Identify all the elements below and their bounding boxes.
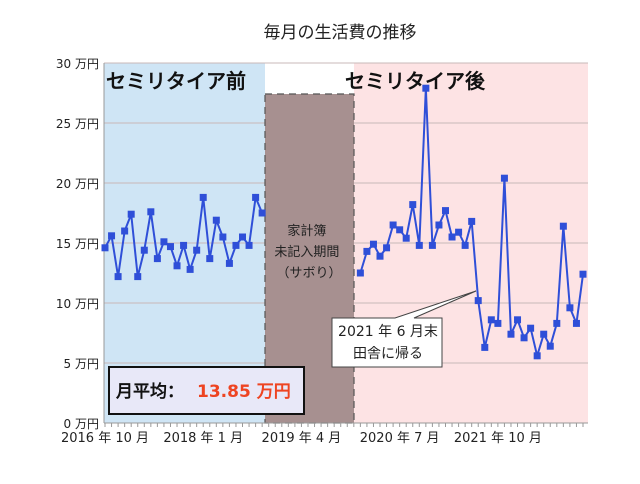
chart-title: 毎月の生活費の推移 [264,23,417,43]
y-tick-label: 20 万円 [56,177,99,191]
annotation-callout [331,290,477,368]
data-point [415,241,423,249]
data-point [448,233,456,241]
data-point [153,255,161,263]
data-point [219,233,227,241]
average-label: 月平均： [115,381,184,402]
data-point [559,222,567,230]
data-point [108,232,116,240]
data-point [533,352,541,360]
data-point [166,243,174,251]
data-point [121,227,129,235]
average-box [108,366,305,415]
data-point [225,259,233,267]
x-tick-label: 2018 年 1 月 [163,431,243,446]
data-point [422,84,430,92]
region-label-after: セミリタイア後 [345,69,486,93]
data-point [409,201,417,209]
data-point [245,241,253,249]
data-point [363,247,371,255]
data-point [389,221,397,229]
data-point [173,262,181,270]
data-point [160,238,168,246]
data-point [402,234,410,242]
y-tick-label: 25 万円 [56,117,99,131]
data-point [199,193,207,201]
data-point [180,241,188,249]
data-point [579,270,587,278]
y-tick-label: 30 万円 [56,57,99,71]
data-point [147,208,155,216]
data-point [481,343,489,351]
data-point [435,221,443,229]
data-point [134,273,142,281]
data-point [239,233,247,241]
data-point [356,269,364,277]
data-point [500,174,508,182]
data-point [461,241,469,249]
y-tick-label: 15 万円 [56,237,99,251]
data-point [232,241,240,249]
gap-label-line: （サボり） [276,266,341,281]
x-tick-label: 2021 年 10 月 [454,431,542,446]
data-point [212,216,220,224]
data-point [455,228,463,236]
data-point [514,316,522,324]
data-point [468,217,476,225]
data-point [474,297,482,305]
data-point [396,226,404,234]
y-tick-label: 0 万円 [64,417,99,431]
data-point [441,207,449,215]
x-tick-label: 2016 年 10 月 [61,431,149,446]
region-label-before: セミリタイア前 [106,69,246,93]
annotation-line-2: 田舎に帰る [353,345,423,362]
data-point [383,244,391,252]
y-tick-label: 5 万円 [64,357,99,371]
data-point [527,324,535,332]
y-tick-label: 10 万円 [56,297,99,311]
data-point [428,241,436,249]
data-point [494,319,502,327]
data-point [553,319,561,327]
average-value: 13.85 万円 [197,382,291,402]
data-point [546,342,554,350]
data-point [572,319,580,327]
annotation-line-1: 2021 年 6 月末 [338,324,438,340]
data-point [376,252,384,260]
data-point [101,244,109,252]
gap-label-line: 未記入期間 [274,244,339,260]
data-point [487,316,495,324]
data-point [186,265,194,273]
data-point [258,209,266,217]
data-point [140,246,148,254]
gap-label: 家計簿 未記入期間 （サボり） [274,223,343,281]
data-point [127,210,135,218]
data-point [193,246,201,254]
data-point [540,330,548,338]
gap-label-line: 家計簿 [287,223,326,239]
data-point [252,193,260,201]
data-point [507,330,515,338]
data-point [369,240,377,248]
data-point [206,255,214,263]
data-point [114,273,122,281]
data-point [520,334,528,342]
x-tick-label: 2020 年 7 月 [360,431,440,446]
data-point [566,304,574,312]
x-tick-label: 2019 年 4 月 [262,431,342,446]
